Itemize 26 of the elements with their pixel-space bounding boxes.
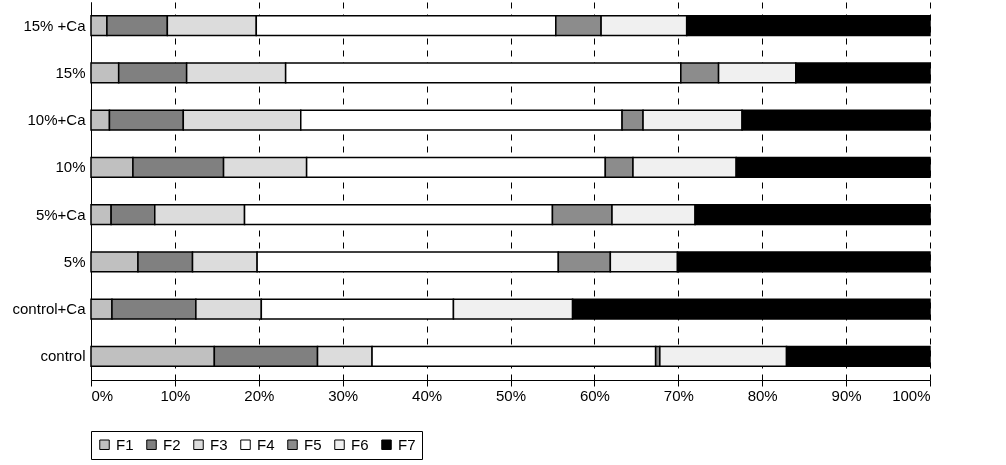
x-tick-label: 40%: [412, 386, 443, 404]
y-tick-label: 15%: [55, 63, 86, 81]
y-tick-label: 5%+Ca: [35, 205, 87, 223]
x-tick-label: 50%: [495, 386, 527, 404]
x-tick-label: 60%: [579, 386, 610, 404]
x-tick-label: 10%: [160, 386, 191, 404]
legend-label: F5: [304, 435, 322, 453]
legend-label: F6: [351, 435, 369, 453]
y-tick-label: 5%: [63, 252, 86, 270]
y-tick-label: control: [40, 347, 86, 365]
x-tick-label: 90%: [831, 386, 862, 404]
y-tick-label: control+Ca: [12, 300, 87, 318]
legend-label: F4: [257, 435, 275, 453]
legend-label: F1: [116, 435, 134, 453]
legend-label: F2: [163, 435, 181, 453]
y-tick-label: 10%+Ca: [27, 111, 87, 129]
x-tick-label: 20%: [244, 386, 275, 404]
x-tick-label: 100%: [892, 386, 931, 404]
legend-label: F7: [398, 435, 416, 453]
x-tick-label: 0%: [91, 386, 114, 404]
y-tick-label: 15% +Ca: [23, 16, 87, 34]
x-tick-label: 30%: [328, 386, 359, 404]
x-tick-label: 80%: [747, 386, 778, 404]
x-tick-label: 70%: [663, 386, 694, 404]
legend-label: F3: [210, 435, 228, 453]
y-tick-label: 10%: [55, 158, 86, 176]
